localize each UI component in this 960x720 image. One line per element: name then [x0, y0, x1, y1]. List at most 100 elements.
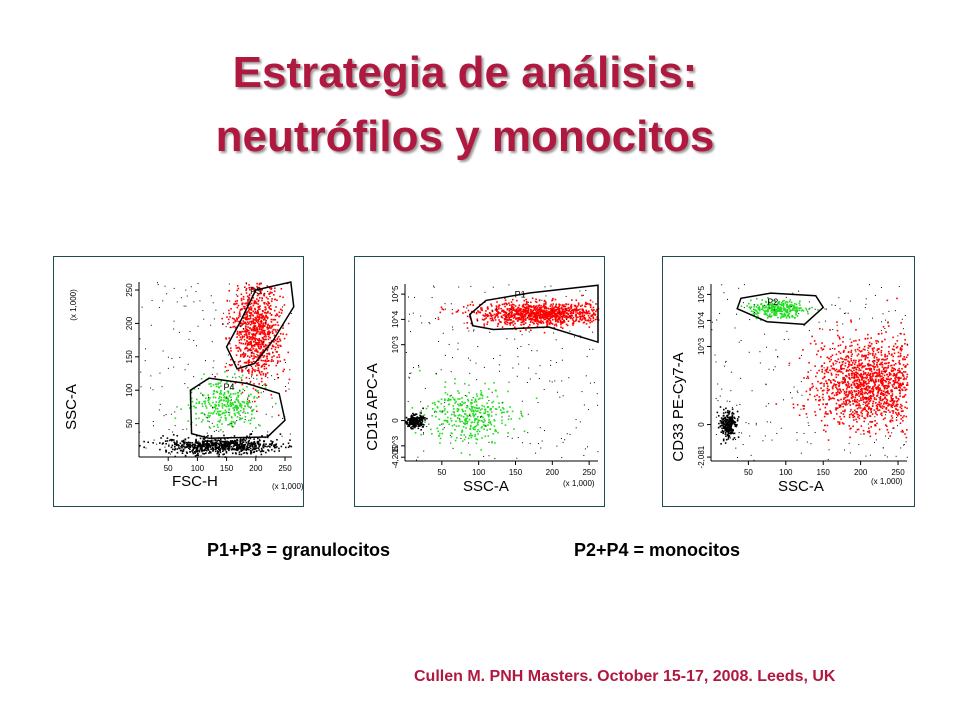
data-point: [798, 302, 801, 304]
data-point: [892, 345, 895, 348]
data-point: [263, 384, 265, 386]
data-point: [263, 365, 266, 368]
data-point: [561, 309, 564, 312]
data-point: [880, 402, 882, 405]
data-point: [474, 418, 476, 421]
data-point: [202, 310, 204, 312]
data-point: [768, 306, 770, 308]
data-point: [487, 435, 490, 437]
data-point: [257, 359, 260, 361]
data-point: [510, 314, 512, 317]
data-point: [215, 390, 218, 393]
data-point: [220, 440, 223, 443]
data-point: [519, 312, 522, 314]
data-point: [220, 380, 223, 383]
data-point: [845, 402, 847, 405]
data-point: [242, 448, 245, 451]
data-point: [891, 370, 893, 373]
data-point: [246, 324, 248, 326]
data-point: [475, 424, 478, 427]
data-point: [853, 375, 856, 378]
data-point: [215, 383, 218, 385]
y-tick-label: 10^4: [391, 310, 400, 328]
data-point: [567, 307, 569, 309]
data-point: [248, 335, 251, 338]
data-point: [869, 378, 872, 381]
data-point: [233, 443, 236, 445]
data-point: [236, 449, 239, 452]
data-point: [829, 380, 832, 382]
data-point: [587, 319, 590, 321]
data-point: [246, 295, 249, 298]
data-point: [536, 306, 539, 309]
data-point: [206, 432, 208, 434]
data-point: [497, 316, 499, 318]
data-point: [782, 302, 785, 305]
data-point: [773, 313, 775, 316]
data-point: [277, 360, 279, 362]
data-point: [876, 395, 878, 397]
data-point: [484, 291, 486, 293]
data-point: [181, 440, 183, 442]
data-point: [454, 402, 456, 404]
data-point: [559, 304, 561, 306]
data-point: [794, 317, 796, 319]
data-point: [474, 435, 476, 438]
y-tick-label: 10^4: [697, 311, 706, 329]
data-point: [240, 444, 243, 446]
data-point: [231, 416, 233, 419]
data-point: [855, 329, 857, 331]
data-point: [277, 340, 280, 343]
data-point: [257, 325, 260, 327]
data-point: [859, 369, 862, 372]
data-point: [259, 450, 262, 453]
data-point: [524, 322, 527, 324]
data-point: [501, 419, 503, 422]
data-point: [434, 410, 437, 412]
population-P2: [740, 296, 819, 321]
data-point: [895, 346, 898, 349]
data-point: [162, 300, 164, 302]
data-point: [867, 382, 870, 384]
data-point: [534, 314, 536, 317]
data-point: [235, 397, 238, 399]
y-tick-label: 200: [125, 316, 134, 330]
data-point: [590, 308, 593, 311]
data-point: [249, 323, 252, 326]
data-point: [219, 448, 221, 451]
data-point: [545, 317, 548, 320]
data-point: [862, 348, 865, 351]
data-point: [858, 395, 860, 397]
data-point: [545, 321, 548, 323]
data-point: [488, 419, 490, 421]
data-point: [782, 315, 785, 318]
data-point: [243, 328, 245, 330]
data-point: [820, 382, 823, 384]
data-point: [535, 397, 538, 400]
data-point: [904, 406, 906, 409]
data-point: [877, 374, 880, 377]
data-point: [856, 375, 858, 378]
data-point: [527, 309, 530, 312]
data-point: [507, 315, 510, 318]
data-point: [495, 308, 497, 310]
data-point: [884, 379, 887, 382]
data-point: [239, 336, 242, 338]
data-point: [215, 385, 218, 388]
data-point: [482, 421, 484, 423]
data-point: [222, 444, 225, 447]
data-point: [833, 348, 836, 350]
data-point: [504, 299, 507, 301]
data-point: [251, 299, 253, 302]
data-point: [210, 385, 212, 388]
data-point: [486, 429, 489, 431]
data-point: [176, 440, 178, 442]
data-point: [551, 314, 554, 316]
data-point: [900, 322, 902, 324]
data-point: [198, 450, 201, 453]
data-point: [783, 308, 785, 310]
data-point: [217, 455, 220, 458]
data-point: [530, 313, 533, 316]
data-point: [269, 304, 272, 307]
data-point: [514, 305, 517, 307]
